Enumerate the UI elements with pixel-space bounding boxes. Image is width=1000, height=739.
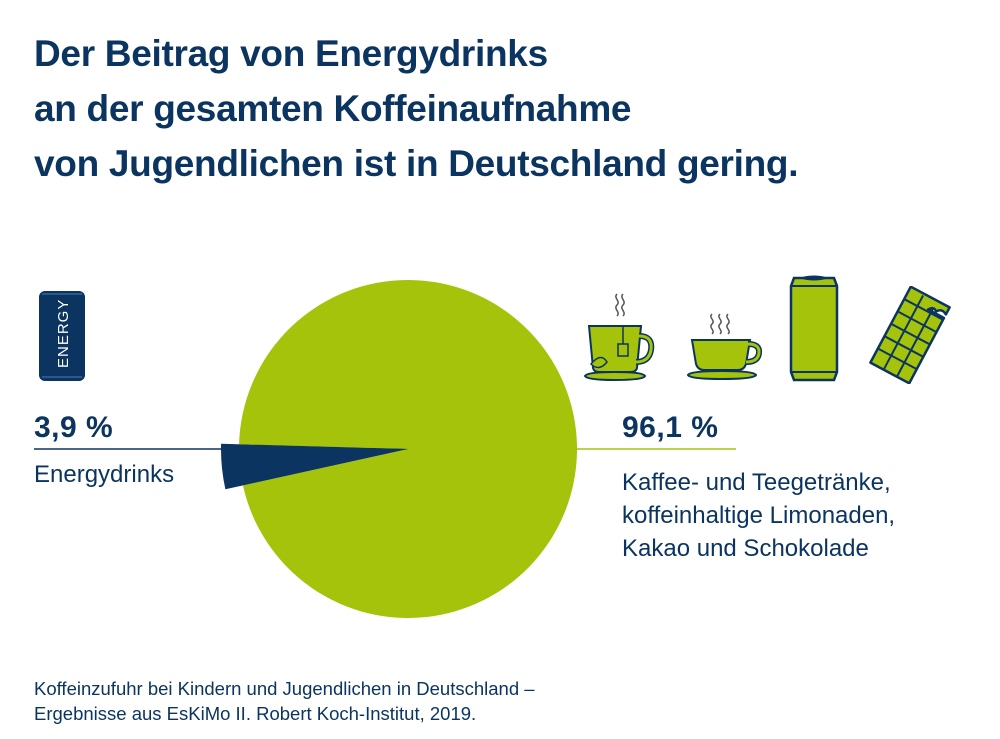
chart-title: Der Beitrag von Energydrinks an der gesa… xyxy=(34,26,934,191)
title-line-1: Der Beitrag von Energydrinks xyxy=(34,33,548,74)
source-note: Koffeinzufuhr bei Kindern und Jugendlich… xyxy=(34,676,535,726)
other-sources-line-2: koffeinhaltige Limonaden, xyxy=(622,502,896,529)
coffee-cup-icon xyxy=(686,313,763,381)
title-line-3: von Jugendlichen ist in Deutschland geri… xyxy=(34,143,799,184)
chocolate-bar-icon xyxy=(869,286,951,384)
tea-cup-icon xyxy=(583,293,655,382)
pie-slices xyxy=(220,279,578,618)
source-line-1: Koffeinzufuhr bei Kindern und Jugendlich… xyxy=(34,678,535,699)
other-sources-line-1: Kaffee- und Teegetränke, xyxy=(622,469,891,496)
pie-slice-other-sources xyxy=(239,279,578,618)
other-sources-percent: 96,1 % xyxy=(622,411,719,444)
soda-can-icon xyxy=(789,275,839,382)
energy-can-icon: ENERGY xyxy=(39,291,85,381)
title-line-2: an der gesamten Koffeinaufnahme xyxy=(34,88,632,129)
pie-slice-energydrinks xyxy=(220,443,408,490)
other-sources-line-3: Kakao und Schokolade xyxy=(622,535,869,562)
energydrinks-label: Energydrinks xyxy=(34,461,175,488)
other-sources-label: Kaffee- und Teegetränke, koffeinhaltige … xyxy=(622,466,895,565)
energy-can-label: ENERGY xyxy=(55,299,72,368)
energydrinks-percent: 3,9 % xyxy=(34,411,114,444)
source-line-2: Ergebnisse aus EsKiMo II. Robert Koch-In… xyxy=(34,703,477,724)
